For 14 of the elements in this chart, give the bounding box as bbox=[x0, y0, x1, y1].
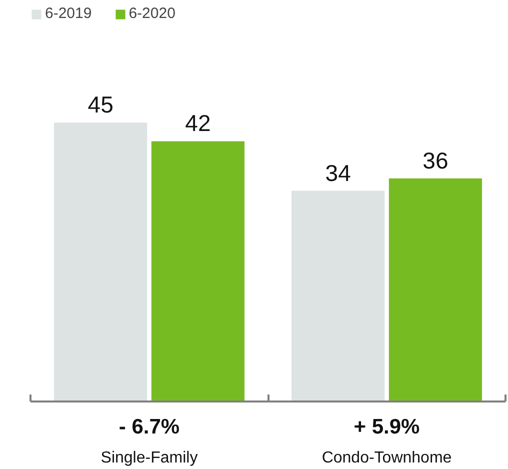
data-label: 42 bbox=[185, 110, 211, 136]
data-label: 36 bbox=[422, 147, 448, 174]
legend-label: 6-2019 bbox=[45, 5, 92, 22]
bar bbox=[388, 178, 482, 402]
text: - 6.7% bbox=[118, 416, 180, 438]
data-label: 34 bbox=[325, 160, 352, 186]
bar bbox=[151, 141, 244, 402]
data-label: 45 bbox=[88, 92, 114, 118]
x-tick-label: Single-Family bbox=[100, 450, 198, 466]
text: + 5.9% bbox=[354, 416, 420, 438]
x-tick-label: Condo-Townhome bbox=[322, 450, 452, 466]
bar bbox=[292, 190, 385, 402]
bar bbox=[54, 122, 148, 402]
legend-label: 6-2020 bbox=[128, 5, 176, 22]
